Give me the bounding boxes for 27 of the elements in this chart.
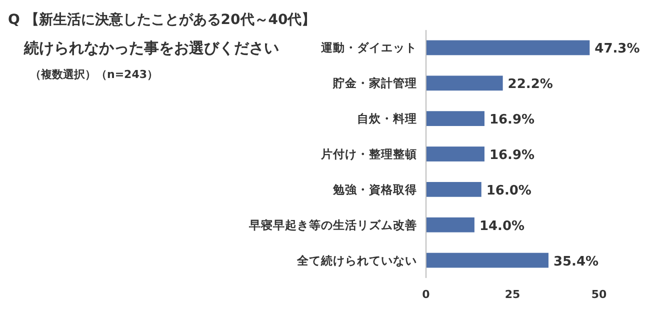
bar bbox=[426, 217, 474, 232]
x-tick-label: 25 bbox=[504, 288, 520, 301]
y-tick-label: 運動・ダイエット bbox=[320, 40, 417, 55]
data-label: 16.9% bbox=[489, 112, 535, 128]
data-label: 16.9% bbox=[489, 148, 535, 163]
x-tick-label: 50 bbox=[591, 288, 607, 301]
bar bbox=[426, 182, 482, 197]
x-tick-label: 0 bbox=[422, 288, 430, 301]
bar bbox=[426, 111, 484, 126]
data-label: 16.0% bbox=[486, 183, 532, 198]
bar bbox=[426, 146, 484, 162]
bar bbox=[426, 76, 503, 91]
text: 続けられなかった事をお選びください bbox=[23, 39, 279, 57]
text: Q 【新生活に決意したことがある20代～40代】 bbox=[8, 11, 316, 28]
text: （複数選択）（n=243） bbox=[30, 68, 158, 81]
data-label: 14.0% bbox=[479, 218, 525, 234]
data-label: 22.2% bbox=[508, 77, 553, 92]
data-label: 35.4% bbox=[553, 254, 599, 270]
data-label: 47.3% bbox=[594, 42, 640, 57]
y-tick-label: 自炊・料理 bbox=[357, 112, 417, 126]
y-tick-label: 早寝早起き等の生活リズム改善 bbox=[248, 218, 417, 232]
y-tick-label: 片付け・整理整頓 bbox=[320, 147, 417, 161]
y-tick-label: 貯金・家計管理 bbox=[332, 76, 417, 90]
y-tick-label: 全て続けられていない bbox=[296, 253, 417, 268]
bar bbox=[426, 40, 590, 56]
y-tick-label: 勉強・資格取得 bbox=[332, 182, 417, 196]
bar bbox=[426, 252, 548, 268]
